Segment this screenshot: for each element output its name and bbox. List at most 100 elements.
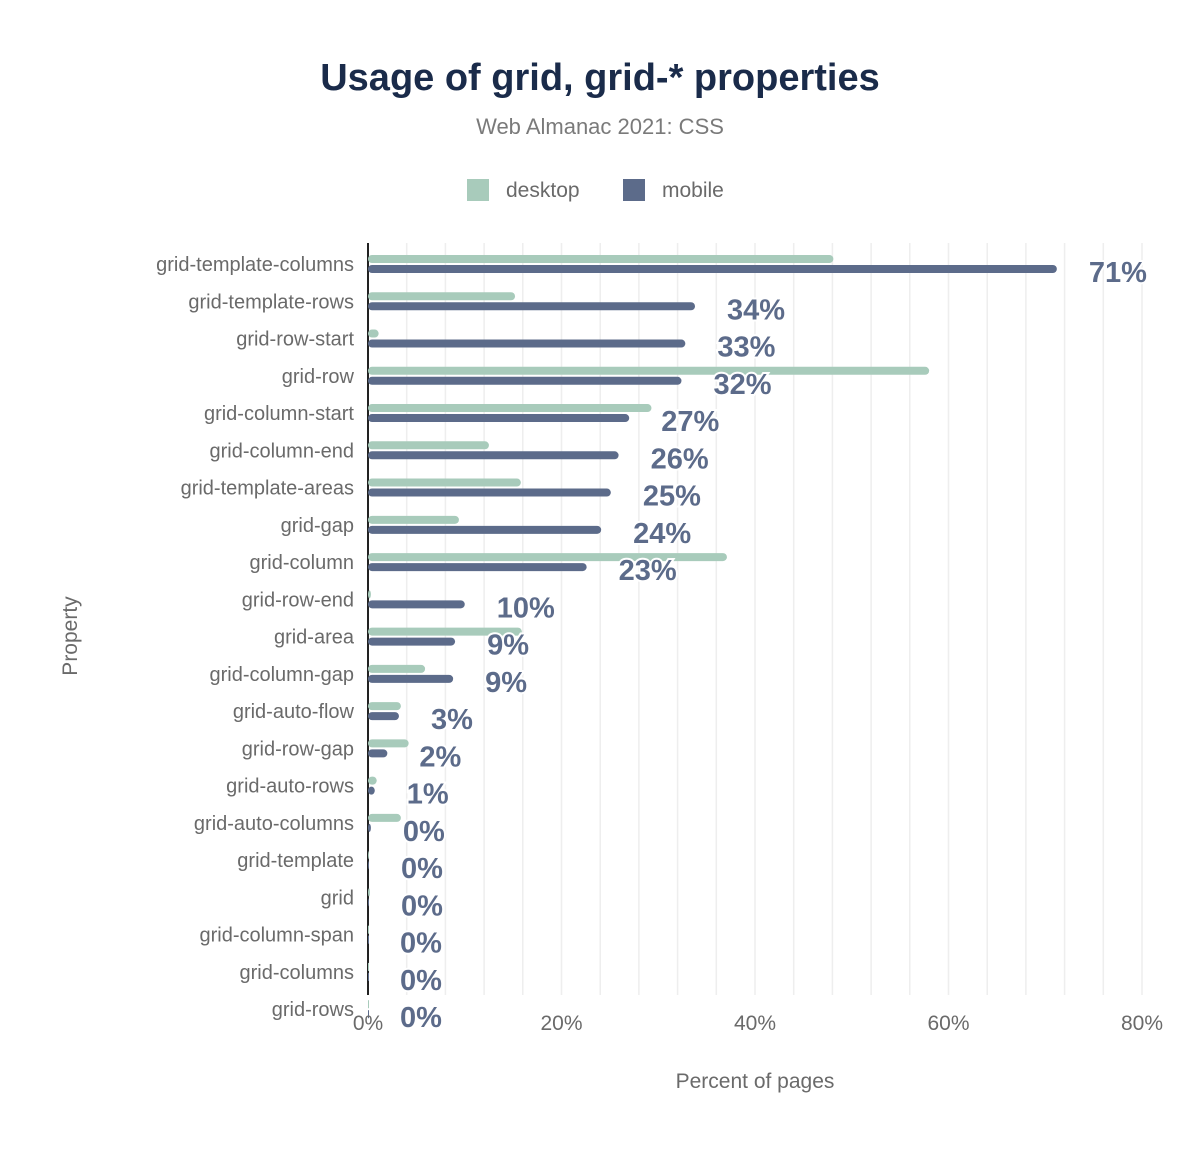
- bar-desktop: [368, 739, 409, 748]
- y-tick-label: grid-rows: [272, 999, 354, 1021]
- bar-mobile: [368, 451, 619, 460]
- x-tick-label: 80%: [1121, 1012, 1163, 1035]
- data-label: 34%: [727, 294, 785, 326]
- bar-mobile: [368, 861, 369, 870]
- bar-desktop: [368, 664, 426, 673]
- legend-swatch-mobile: [623, 179, 645, 201]
- legend-swatch-desktop: [467, 179, 489, 201]
- legend-label-mobile: mobile: [662, 179, 724, 202]
- bar-desktop: [368, 404, 652, 413]
- y-tick-label: grid-auto-columns: [194, 813, 354, 835]
- y-tick-label: grid-auto-flow: [233, 701, 355, 723]
- bar-mobile: [368, 637, 456, 646]
- y-tick-labels: grid-template-columns grid-template-rows g…: [156, 254, 355, 1021]
- bar-mobile: [368, 935, 369, 944]
- x-tick-label: 60%: [927, 1012, 969, 1035]
- bar-desktop: [368, 515, 459, 524]
- x-tick-label: 40%: [734, 1012, 776, 1035]
- bar-mobile: [368, 898, 369, 907]
- x-tick-labels: 0% 20% 40% 60% 80%: [353, 1012, 1163, 1035]
- y-tick-label: grid-column-span: [199, 925, 354, 947]
- data-label: 0%: [401, 853, 443, 885]
- data-label: 9%: [485, 667, 527, 699]
- y-tick-label: grid-template-areas: [181, 478, 354, 500]
- chart-subtitle: Web Almanac 2021: CSS: [476, 114, 724, 139]
- bar-mobile: [368, 488, 611, 497]
- y-tick-label: grid-auto-rows: [226, 776, 354, 798]
- data-label: 23%: [619, 555, 677, 587]
- y-tick-label: grid-area: [274, 627, 355, 649]
- data-label: 24%: [633, 518, 691, 550]
- data-label: 0%: [401, 890, 443, 922]
- data-label: 27%: [661, 406, 719, 438]
- x-tick-label: 20%: [540, 1012, 582, 1035]
- y-tick-label: grid-template: [237, 850, 354, 872]
- data-label: 0%: [400, 1002, 442, 1034]
- bar-desktop: [368, 441, 489, 450]
- bar-desktop: [368, 590, 371, 599]
- bar-desktop: [368, 329, 379, 338]
- data-label: 3%: [431, 704, 473, 736]
- bar-desktop: [368, 851, 369, 860]
- bar-desktop: [368, 553, 727, 562]
- y-tick-label: grid: [321, 887, 354, 909]
- data-label: 0%: [400, 965, 442, 997]
- bar-mobile: [368, 339, 686, 348]
- y-tick-label: grid-template-columns: [156, 254, 354, 276]
- bar-desktop: [368, 925, 369, 934]
- data-label: 71%: [1089, 257, 1147, 289]
- chart-title: Usage of grid, grid-* properties: [320, 57, 880, 99]
- bar-mobile: [368, 749, 388, 758]
- bar-mobile: [368, 563, 587, 572]
- bar-desktop: [368, 888, 370, 897]
- data-label: 26%: [651, 443, 709, 475]
- data-label: 33%: [717, 332, 775, 364]
- data-label: 10%: [497, 592, 555, 624]
- legend: desktop mobile: [467, 179, 724, 202]
- bar-mobile: [368, 712, 399, 721]
- y-tick-label: grid-column-end: [209, 440, 354, 462]
- bar-mobile: [368, 972, 369, 981]
- y-tick-label: grid-row: [282, 366, 355, 388]
- y-tick-label: grid-columns: [240, 962, 354, 984]
- bar-mobile: [368, 674, 454, 683]
- bar-mobile: [368, 786, 375, 795]
- bar-mobile: [368, 302, 696, 311]
- legend-label-desktop: desktop: [506, 179, 580, 202]
- bar-mobile: [368, 1010, 369, 1019]
- y-tick-label: grid-row-end: [242, 589, 354, 611]
- y-tick-label: grid-template-rows: [188, 291, 354, 313]
- y-tick-label: grid-column-start: [204, 403, 354, 425]
- bar-desktop: [368, 813, 401, 822]
- bar-desktop: [368, 776, 377, 785]
- y-tick-label: grid-column-gap: [209, 664, 354, 686]
- bar-desktop: [368, 627, 522, 636]
- bar-mobile: [368, 265, 1057, 273]
- y-axis-label: Property: [59, 596, 82, 676]
- bar-desktop: [368, 702, 401, 711]
- x-axis-label: Percent of pages: [676, 1070, 835, 1093]
- bar-desktop: [368, 292, 516, 301]
- bar-mobile: [368, 414, 630, 423]
- bar-desktop: [368, 366, 930, 375]
- x-tick-label: 0%: [353, 1012, 383, 1035]
- bar-desktop: [368, 255, 834, 263]
- bar-desktop: [368, 1000, 369, 1009]
- y-tick-label: grid-gap: [281, 515, 354, 537]
- data-labels: 71% 34% 33% 32% 27% 26% 25% 24% 23% 10% 9% 9% 3% 2% 1%…: [398, 255, 1149, 1036]
- data-label: 0%: [403, 816, 445, 848]
- data-label: 32%: [713, 369, 771, 401]
- y-tick-label: grid-row-start: [236, 329, 354, 351]
- bar-desktop: [368, 478, 521, 487]
- bar-mobile: [368, 525, 602, 534]
- y-tick-label: grid-row-gap: [242, 738, 354, 760]
- data-label: 9%: [487, 630, 529, 662]
- data-label: 1%: [407, 779, 449, 811]
- y-tick-label: grid-column: [250, 552, 354, 574]
- bar-mobile: [368, 823, 371, 832]
- bar-mobile: [368, 600, 465, 609]
- bars: [368, 255, 1057, 1019]
- bar-desktop: [368, 962, 369, 971]
